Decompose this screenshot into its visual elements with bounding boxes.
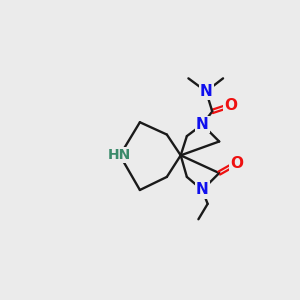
Text: O: O (224, 98, 237, 113)
Text: N: N (196, 117, 208, 132)
Text: O: O (230, 155, 243, 170)
Text: N: N (200, 84, 212, 99)
Text: N: N (196, 182, 208, 197)
Text: HN: HN (108, 148, 131, 162)
